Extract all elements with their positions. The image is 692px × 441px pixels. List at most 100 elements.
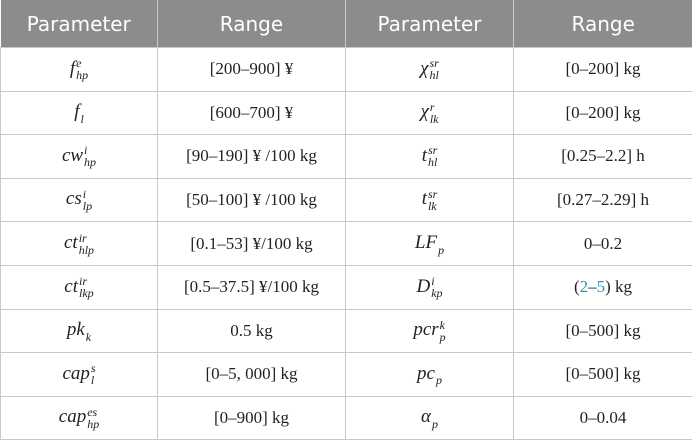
- symbol-base: α: [421, 406, 431, 428]
- header-cell: Range: [513, 0, 692, 48]
- header-cell: Parameter: [345, 0, 514, 48]
- parameter-cell: t sr hl: [345, 134, 514, 179]
- symbol-scripts: sr lk: [428, 188, 437, 212]
- subscript: l: [80, 111, 84, 126]
- range-cell: [90–190] ¥ /100 kg: [157, 134, 346, 179]
- subscript: p: [431, 417, 438, 432]
- superscript: sr: [429, 56, 439, 71]
- math-symbol: f l: [74, 101, 84, 126]
- superscript: sr: [427, 187, 438, 202]
- math-symbol: χ r lk: [420, 101, 439, 125]
- header-row: Parameter Range Parameter Range: [0, 0, 692, 48]
- symbol-base: cs: [65, 188, 82, 210]
- subscript: hl: [427, 155, 438, 170]
- math-symbol: cap es hp: [59, 406, 99, 430]
- symbol-scripts: p: [436, 362, 442, 386]
- math-symbol: t sr hl: [421, 143, 438, 170]
- subscript: lp: [82, 199, 93, 214]
- range-cell: 0–0.2: [513, 221, 692, 266]
- symbol-scripts: i kp: [431, 275, 442, 299]
- superscript: es: [87, 405, 98, 420]
- subscript: hlp: [78, 242, 95, 257]
- symbol-scripts: es hp: [87, 406, 99, 430]
- symbol-base: D: [416, 275, 431, 297]
- range-cell: 0–0.04: [513, 395, 692, 441]
- subscript: hl: [429, 68, 439, 83]
- reference-link[interactable]: 2: [579, 277, 589, 297]
- symbol-base: t: [421, 144, 427, 166]
- math-symbol: α p: [421, 406, 438, 430]
- parameter-cell: χ sr hl: [345, 47, 514, 92]
- range-cell: (2–5) kg: [513, 264, 692, 310]
- symbol-scripts: k: [86, 319, 91, 343]
- symbol-base: pcr: [413, 319, 439, 341]
- parameter-cell: f l: [0, 90, 158, 136]
- superscript: i: [82, 187, 87, 202]
- table-row: pk k 0.5 kg pcr k p [0–500] kg: [0, 308, 692, 354]
- range-cell: [50–100] ¥ /100 kg: [157, 177, 346, 223]
- reference-link[interactable]: 5: [596, 277, 606, 297]
- symbol-scripts: r lk: [430, 101, 439, 125]
- superscript: s: [90, 361, 96, 376]
- symbol-base: LF: [414, 232, 438, 254]
- parameter-cell: pc p: [345, 352, 514, 397]
- math-symbol: pc p: [417, 362, 442, 387]
- superscript: i: [84, 143, 88, 158]
- parameter-cell: cs i lp: [0, 177, 158, 223]
- math-symbol: ct ir hlp: [63, 232, 94, 256]
- math-symbol: pcr k p: [413, 319, 446, 343]
- range-cell: [0.1–53] ¥/100 kg: [157, 221, 346, 266]
- parameter-cell: ct ir hlp: [0, 221, 158, 266]
- superscript: e: [76, 56, 82, 71]
- range-cell: 0.5 kg: [157, 308, 346, 354]
- table-row: f e hp [200–900] ¥ χ sr hl [0–200] kg: [0, 47, 692, 92]
- symbol-base: t: [421, 188, 427, 210]
- parameter-cell: LF p: [345, 221, 514, 266]
- symbol-base: f: [74, 101, 80, 123]
- subscript: lkp: [79, 286, 94, 301]
- range-cell: [600–700] ¥: [157, 90, 346, 136]
- table-body: f e hp [200–900] ¥ χ sr hl [0–200] kg f l [600–70…: [0, 47, 692, 441]
- math-symbol: pk k: [67, 319, 91, 343]
- superscript: sr: [427, 143, 438, 158]
- parameter-cell: cap s l: [0, 352, 158, 397]
- symbol-scripts: e hp: [76, 57, 88, 81]
- range-cell: [0–5, 000] kg: [157, 352, 346, 397]
- math-symbol: f e hp: [70, 57, 88, 81]
- parameter-cell: α p: [345, 395, 514, 441]
- parameter-cell: cw i hp: [0, 134, 158, 179]
- table-row: f l [600–700] ¥ χ r lk [0–200] kg: [0, 90, 692, 136]
- parameter-cell: pk k: [0, 308, 158, 354]
- table-header: Parameter Range Parameter Range: [0, 0, 692, 48]
- range-text: –: [588, 277, 597, 297]
- range-cell: [0.27–2.29] h: [513, 177, 692, 223]
- subscript: lk: [427, 199, 437, 214]
- symbol-base: χ: [420, 101, 429, 123]
- superscript: r: [429, 99, 435, 114]
- table-row: cap es hp [0–900] kg α p 0–0.04: [0, 395, 692, 441]
- symbol-base: ct: [63, 232, 78, 254]
- subscript: p: [435, 373, 442, 388]
- subscript: k: [85, 329, 92, 344]
- symbol-scripts: sr hl: [430, 57, 439, 81]
- subscript: l: [90, 373, 95, 388]
- parameter-cell: f e hp: [0, 47, 158, 92]
- symbol-scripts: ir hlp: [79, 232, 94, 256]
- superscript: i: [431, 274, 435, 289]
- parameter-cell: χ r lk: [345, 90, 514, 136]
- symbol-scripts: p: [432, 406, 438, 430]
- math-symbol: LF p: [414, 232, 444, 256]
- parameter-cell: t sr lk: [345, 177, 514, 223]
- range-text: (: [573, 277, 580, 297]
- table-row: cap s l [0–5, 000] kg pc p [0–500] kg: [0, 352, 692, 397]
- superscript: [438, 232, 444, 244]
- subscript: hp: [84, 155, 97, 170]
- subscript: lk: [429, 111, 439, 126]
- math-symbol: cap s l: [62, 362, 96, 386]
- symbol-scripts: p: [438, 232, 444, 256]
